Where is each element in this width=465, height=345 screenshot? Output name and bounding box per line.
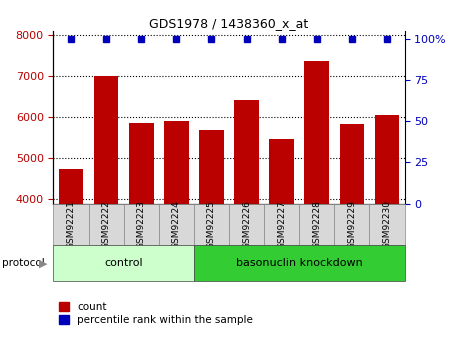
- Text: GSM92226: GSM92226: [242, 200, 251, 249]
- Text: control: control: [104, 258, 143, 268]
- Text: ▶: ▶: [39, 258, 47, 268]
- Bar: [269, 139, 294, 204]
- Bar: [194, 204, 229, 245]
- Bar: [199, 130, 224, 204]
- Bar: [194, 245, 405, 281]
- Bar: [164, 121, 189, 204]
- Bar: [264, 204, 299, 245]
- Text: basonuclin knockdown: basonuclin knockdown: [236, 258, 363, 268]
- Legend: count, percentile rank within the sample: count, percentile rank within the sample: [59, 302, 253, 325]
- Bar: [369, 204, 405, 245]
- Bar: [59, 169, 83, 204]
- Bar: [94, 76, 119, 204]
- Bar: [159, 204, 194, 245]
- Text: GSM92224: GSM92224: [172, 200, 181, 249]
- Bar: [53, 204, 88, 245]
- Text: GSM92221: GSM92221: [66, 200, 75, 249]
- Text: GSM92222: GSM92222: [102, 200, 111, 249]
- Bar: [129, 124, 153, 204]
- Bar: [375, 115, 399, 204]
- Bar: [234, 100, 259, 204]
- Bar: [299, 204, 334, 245]
- Text: GSM92229: GSM92229: [347, 200, 356, 249]
- Text: GSM92227: GSM92227: [277, 200, 286, 249]
- Text: GSM92228: GSM92228: [312, 200, 321, 249]
- Bar: [229, 204, 264, 245]
- Text: GSM92223: GSM92223: [137, 200, 146, 249]
- Bar: [53, 245, 194, 281]
- Bar: [88, 204, 124, 245]
- Text: GSM92225: GSM92225: [207, 200, 216, 249]
- Bar: [124, 204, 159, 245]
- Bar: [339, 124, 364, 204]
- Text: protocol: protocol: [2, 258, 45, 268]
- Bar: [305, 61, 329, 204]
- Title: GDS1978 / 1438360_x_at: GDS1978 / 1438360_x_at: [149, 17, 309, 30]
- Bar: [334, 204, 370, 245]
- Text: GSM92230: GSM92230: [383, 200, 392, 249]
